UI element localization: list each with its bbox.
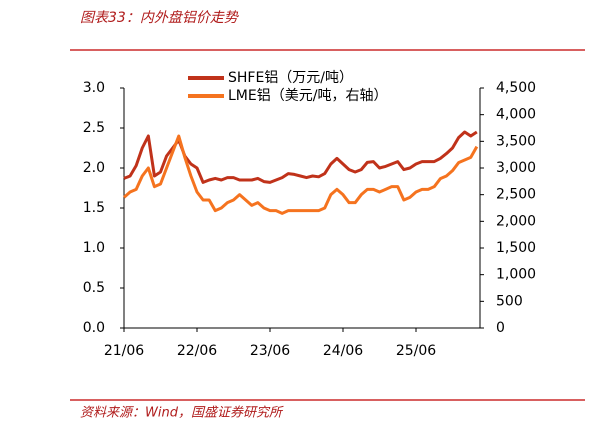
y-tick-label: 2.0 [83,160,105,176]
y2-tick-label: 3,500 [496,133,536,149]
x-tick-label: 21/06 [104,343,144,359]
y2-tick-label: 2,000 [496,213,536,229]
y-tick-label: 0.5 [83,280,105,296]
chart-title: 图表33：内外盘铝价走势 [80,10,240,26]
y2-tick-label: 3,000 [496,160,536,176]
y-tick-label: 0.0 [83,320,105,336]
y2-tick-label: 2,500 [496,187,536,203]
y2-tick-label: 0 [496,320,505,336]
legend-label: SHFE铝（万元/吨） [228,70,353,86]
y-tick-label: 1.5 [83,200,105,216]
source: 资料来源：Wind，国盛证券研究所 [80,405,284,421]
y-tick-label: 3.0 [83,80,105,96]
y2-tick-label: 500 [496,293,523,309]
x-tick-label: 25/06 [396,343,436,359]
x-tick-label: 23/06 [250,343,290,359]
x-tick-label: 22/06 [177,343,217,359]
y-tick-label: 1.0 [83,240,105,256]
legend-label: LME铝（美元/吨，右轴） [228,88,387,104]
y2-tick-label: 1,000 [496,267,536,283]
y-tick-label: 2.5 [83,120,105,136]
y2-tick-label: 1,500 [496,240,536,256]
y2-tick-label: 4,500 [496,80,536,96]
x-tick-label: 24/06 [323,343,363,359]
y2-tick-label: 4,000 [496,107,536,123]
line-series [123,134,479,215]
